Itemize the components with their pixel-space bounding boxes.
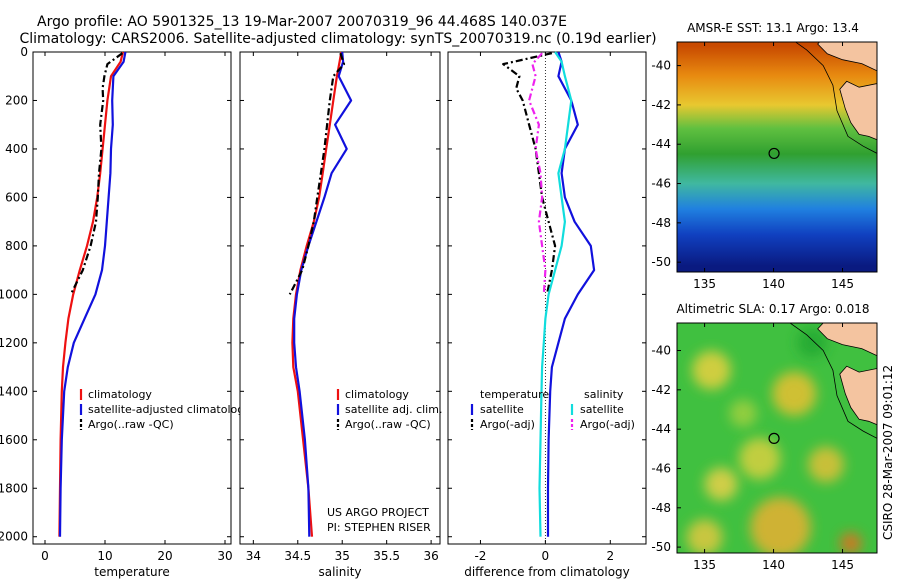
- sla_map-field: [677, 323, 877, 553]
- depth-tick-label: 1200: [0, 336, 28, 350]
- sla-anomaly-blob: [797, 327, 828, 358]
- sla_map-ytick-label: -44: [651, 422, 671, 436]
- legend-label: satellite-adjusted climatology: [88, 403, 251, 416]
- difference-xlabel: difference from climatology: [464, 565, 630, 579]
- sst_map-field: [677, 42, 877, 272]
- salinity-xtick-label: 35.5: [373, 549, 400, 563]
- depth-tick-label: 600: [5, 190, 28, 204]
- shelf-contour: [789, 323, 877, 439]
- sla-anomaly-blob: [739, 437, 781, 480]
- legend-label: satellite: [580, 403, 624, 416]
- sst_map-ytick-label: -42: [651, 98, 671, 112]
- sla_map-xtick-label: 145: [831, 558, 854, 572]
- legend-label: climatology: [345, 388, 409, 401]
- salinity-annotation-line2: PI: STEPHEN RISER: [327, 521, 431, 534]
- difference-xtick-label: -2: [474, 549, 486, 563]
- legend-label: Argo(-adj): [480, 418, 535, 431]
- depth-tick-label: 2000: [0, 530, 28, 544]
- depth-tick-label: 400: [5, 142, 28, 156]
- salinity-annotation-line1: US ARGO PROJECT: [327, 506, 429, 519]
- salinity-axes-box: [239, 51, 441, 545]
- sst_map-ytick-label: -40: [651, 59, 671, 73]
- sla-anomaly-blob: [686, 519, 723, 553]
- shelf-contour: [794, 42, 877, 154]
- sla_map-ytick-label: -40: [651, 344, 671, 358]
- difference-series-temperature-argo-adj-: [502, 52, 557, 295]
- sla-anomaly-blob: [692, 350, 731, 390]
- sst_map-title: AMSR-E SST: 13.1 Argo: 13.4: [687, 21, 859, 35]
- difference-plot: -2 0 2 difference from climatology temperatu…: [447, 51, 647, 579]
- sst_map-ytick-label: -44: [651, 137, 671, 151]
- salinity-xtick-label: 34: [246, 549, 261, 563]
- difference-series-salinity-satellite: [538, 51, 573, 537]
- sst-map: AMSR-E SST: 13.1 Argo: 13.4 135 140 145 -40 -…: [651, 21, 878, 291]
- depth-tick-label: 1400: [0, 384, 28, 398]
- difference-series-salinity-argo-adj-: [527, 52, 547, 295]
- legend-label: Argo(..raw -QC): [345, 418, 431, 431]
- temperature-xlabel: temperature: [94, 565, 169, 579]
- depth-tick-label: 1600: [0, 433, 28, 447]
- sst_map-xtick-label: 140: [762, 277, 785, 291]
- sla_map-title: Altimetric SLA: 0.17 Argo: 0.018: [676, 302, 869, 316]
- temperature-series-argo-raw-qc-: [69, 52, 124, 295]
- argo-float-marker: [768, 432, 780, 444]
- difference-xtick-label: 0: [542, 549, 550, 563]
- sla_map-ytick-label: -48: [651, 501, 671, 515]
- sla-map: Altimetric SLA: 0.17 Argo: 0.018 135 140 14…: [651, 302, 878, 572]
- sst_map-ytick-label: -46: [651, 177, 671, 191]
- sla_map-xtick-label: 140: [762, 558, 785, 572]
- tasmania-landmass: [817, 42, 877, 141]
- salinity-xlabel: salinity: [318, 565, 361, 579]
- legend-group-title: temperature: [480, 388, 549, 401]
- temperature-plot: 0 200 400 600 800 1000 1200 1400 1600 1800 2000 0 10…: [0, 45, 251, 579]
- sla_map-frame: [676, 322, 878, 554]
- sla-anomaly-blob: [750, 497, 811, 553]
- salinity-xtick-label: 36: [423, 549, 438, 563]
- depth-tick-label: 0: [20, 45, 28, 59]
- argo-float-marker: [768, 147, 780, 160]
- legend-label: satellite: [480, 403, 524, 416]
- depth-tick-label: 1800: [0, 481, 28, 495]
- sla_map-ytick-label: -46: [651, 461, 671, 475]
- tasmania-landmass: [817, 323, 877, 426]
- salinity-xtick-label: 34.5: [284, 549, 311, 563]
- salinity-xtick-label: 35: [335, 549, 350, 563]
- sst_map-ytick-label: -48: [651, 216, 671, 230]
- figure-title-line2: Climatology: CARS2006. Satellite-adjuste…: [19, 31, 656, 47]
- difference-xtick-label: 2: [606, 549, 614, 563]
- figure-title-line1: Argo profile: AO 5901325_13 19-Mar-2007 …: [37, 14, 567, 30]
- sst_map-frame: [676, 41, 878, 273]
- temperature-xtick-label: 20: [157, 549, 172, 563]
- temperature-xtick-label: 10: [97, 549, 112, 563]
- legend-label: climatology: [88, 388, 152, 401]
- sla-anomaly-blob: [839, 532, 862, 553]
- depth-tick-label: 800: [5, 239, 28, 253]
- sla-anomaly-blob: [772, 371, 817, 416]
- salinity-series-climatology: [291, 51, 343, 537]
- temperature-series-climatology: [58, 51, 125, 537]
- difference-axes-box: [447, 51, 647, 545]
- legend-group-title: salinity: [584, 388, 624, 401]
- sla_map-ytick-label: -50: [651, 540, 671, 554]
- sst_map-ytick-label: -50: [651, 255, 671, 269]
- sst_map-xtick-label: 135: [693, 277, 716, 291]
- legend-label: Argo(-adj): [580, 418, 635, 431]
- salinity-plot: 34 34.5 35 35.5 36 salinity climatology satelli…: [239, 51, 442, 579]
- depth-tick-label: 200: [5, 93, 28, 107]
- sla_map-ytick-label: -42: [651, 383, 671, 397]
- sla-anomaly-blob: [704, 467, 738, 501]
- temperature-xtick-label: 30: [217, 549, 232, 563]
- sla_map-xtick-label: 135: [693, 558, 716, 572]
- depth-tick-label: 1000: [0, 287, 28, 301]
- sla-anomaly-blob: [808, 446, 844, 483]
- sla-anomaly-blob: [729, 399, 757, 428]
- temperature-xtick-label: 0: [41, 549, 49, 563]
- sst_map-xtick-label: 145: [831, 277, 854, 291]
- temperature-axes-box: [32, 51, 232, 545]
- legend-label: satellite adj. clim.: [345, 403, 442, 416]
- temperature-series-satellite-adjusted-climatology: [58, 51, 127, 537]
- credit-stamp: CSIRO 28-Mar-2007 09:01:12: [881, 365, 895, 540]
- legend-label: Argo(..raw -QC): [88, 418, 174, 431]
